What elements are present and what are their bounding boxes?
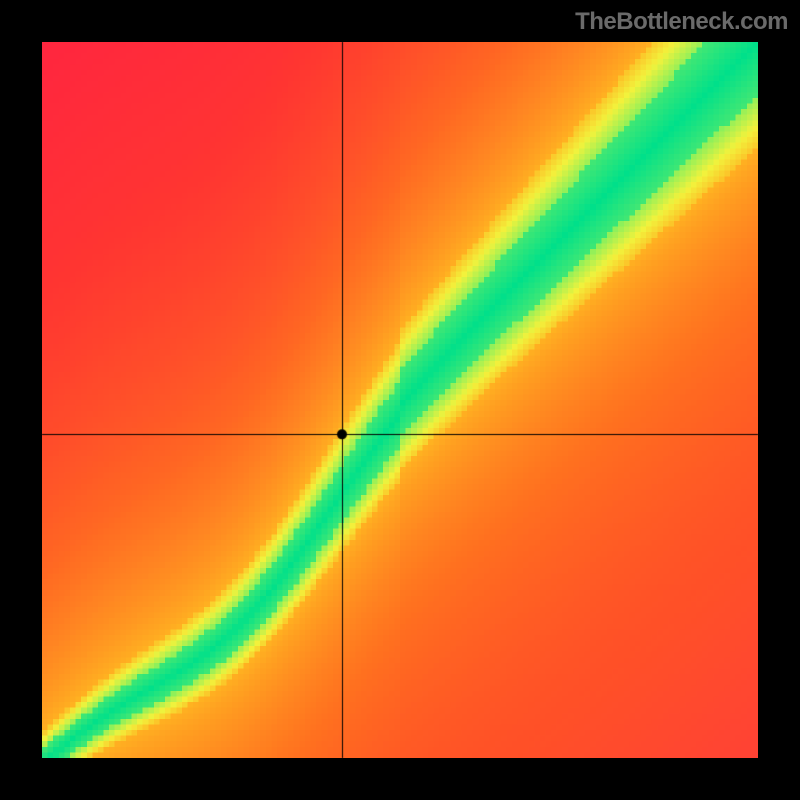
crosshair-overlay: [0, 0, 800, 800]
watermark-label: TheBottleneck.com: [575, 8, 788, 36]
